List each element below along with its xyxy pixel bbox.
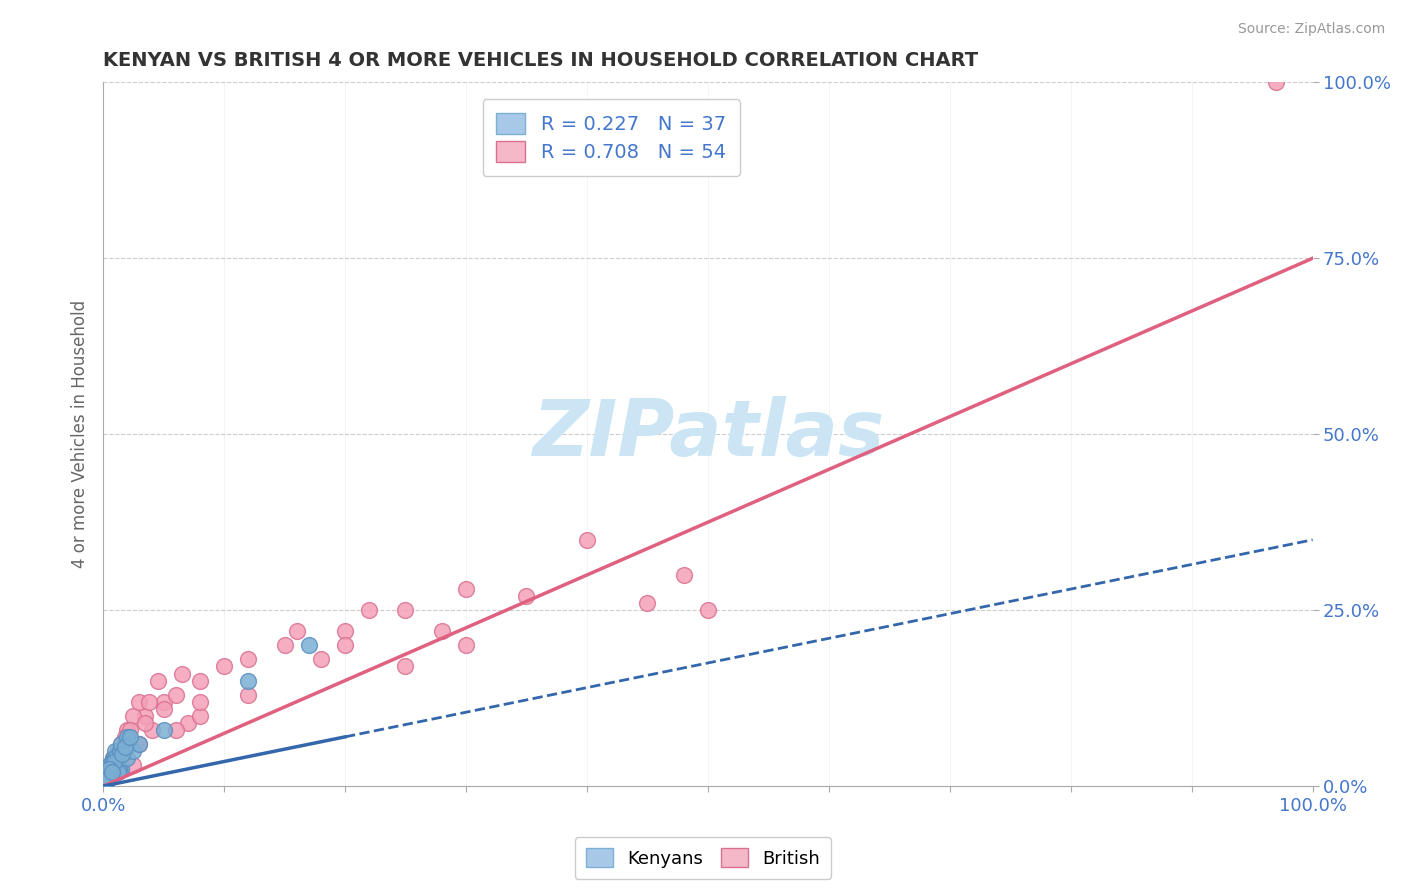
Point [104,744,127,758]
Point [696,603,718,617]
Text: KENYAN VS BRITISH 4 OR MORE VEHICLES IN HOUSEHOLD CORRELATION CHART: KENYAN VS BRITISH 4 OR MORE VEHICLES IN … [103,51,979,70]
Point [128,737,150,751]
Point [104,751,127,765]
Point [100,755,122,769]
Point [128,695,150,709]
Point [146,673,169,688]
Point [359,603,381,617]
Point [114,737,136,751]
Point [394,659,416,673]
Point [104,751,127,765]
Point [100,765,122,780]
Point [96,768,118,782]
Point [141,723,163,737]
Point [100,758,122,772]
Point [108,762,131,776]
Point [152,702,174,716]
Point [108,744,131,758]
Point [138,695,160,709]
Point [134,708,156,723]
Point [122,708,145,723]
Point [298,639,321,653]
Point [165,688,187,702]
Point [101,751,124,765]
Point [100,762,122,776]
Point [575,533,598,547]
Point [672,568,695,582]
Y-axis label: 4 or more Vehicles in Household: 4 or more Vehicles in Household [72,301,89,568]
Point [177,715,200,730]
Point [96,768,118,782]
Point [238,652,260,666]
Point [117,723,139,737]
Point [454,639,477,653]
Point [188,695,211,709]
Point [103,755,125,769]
Point [152,723,174,737]
Point [98,765,121,780]
Point [100,758,122,772]
Point [114,730,136,744]
Point [454,582,477,596]
Point [1265,75,1288,89]
Point [108,744,131,758]
Legend: Kenyans, British: Kenyans, British [575,838,831,879]
Point [188,673,211,688]
Point [515,589,537,603]
Point [117,737,139,751]
Point [110,737,132,751]
Point [103,758,125,772]
Point [122,744,145,758]
Point [333,639,356,653]
Point [188,708,211,723]
Point [238,673,260,688]
Point [285,624,308,639]
Point [430,624,453,639]
Point [212,659,235,673]
Point [100,768,122,782]
Point [96,765,118,780]
Point [110,762,132,776]
Point [110,737,132,751]
Point [96,772,118,786]
Point [165,723,187,737]
Point [128,737,150,751]
Legend: R = 0.227   N = 37, R = 0.708   N = 54: R = 0.227 N = 37, R = 0.708 N = 54 [482,99,740,176]
Point [117,730,139,744]
Point [111,747,134,762]
Point [118,730,141,744]
Point [114,740,136,755]
Point [98,758,121,772]
Point [122,758,145,772]
Point [97,772,120,786]
Point [107,755,129,769]
Point [117,751,139,765]
Point [152,695,174,709]
Point [104,751,127,765]
Text: ZIPatlas: ZIPatlas [531,396,884,472]
Point [110,744,132,758]
Text: Source: ZipAtlas.com: Source: ZipAtlas.com [1237,22,1385,37]
Point [101,751,124,765]
Point [636,596,658,610]
Point [394,603,416,617]
Point [94,775,117,789]
Point [170,666,193,681]
Point [105,751,128,765]
Point [101,758,124,772]
Point [118,723,141,737]
Point [107,765,129,780]
Point [97,765,120,780]
Point [107,744,129,758]
Point [238,688,260,702]
Point [98,765,121,780]
Point [97,772,120,786]
Point [98,762,121,776]
Point [273,639,295,653]
Point [333,624,356,639]
Point [134,715,156,730]
Point [309,652,332,666]
